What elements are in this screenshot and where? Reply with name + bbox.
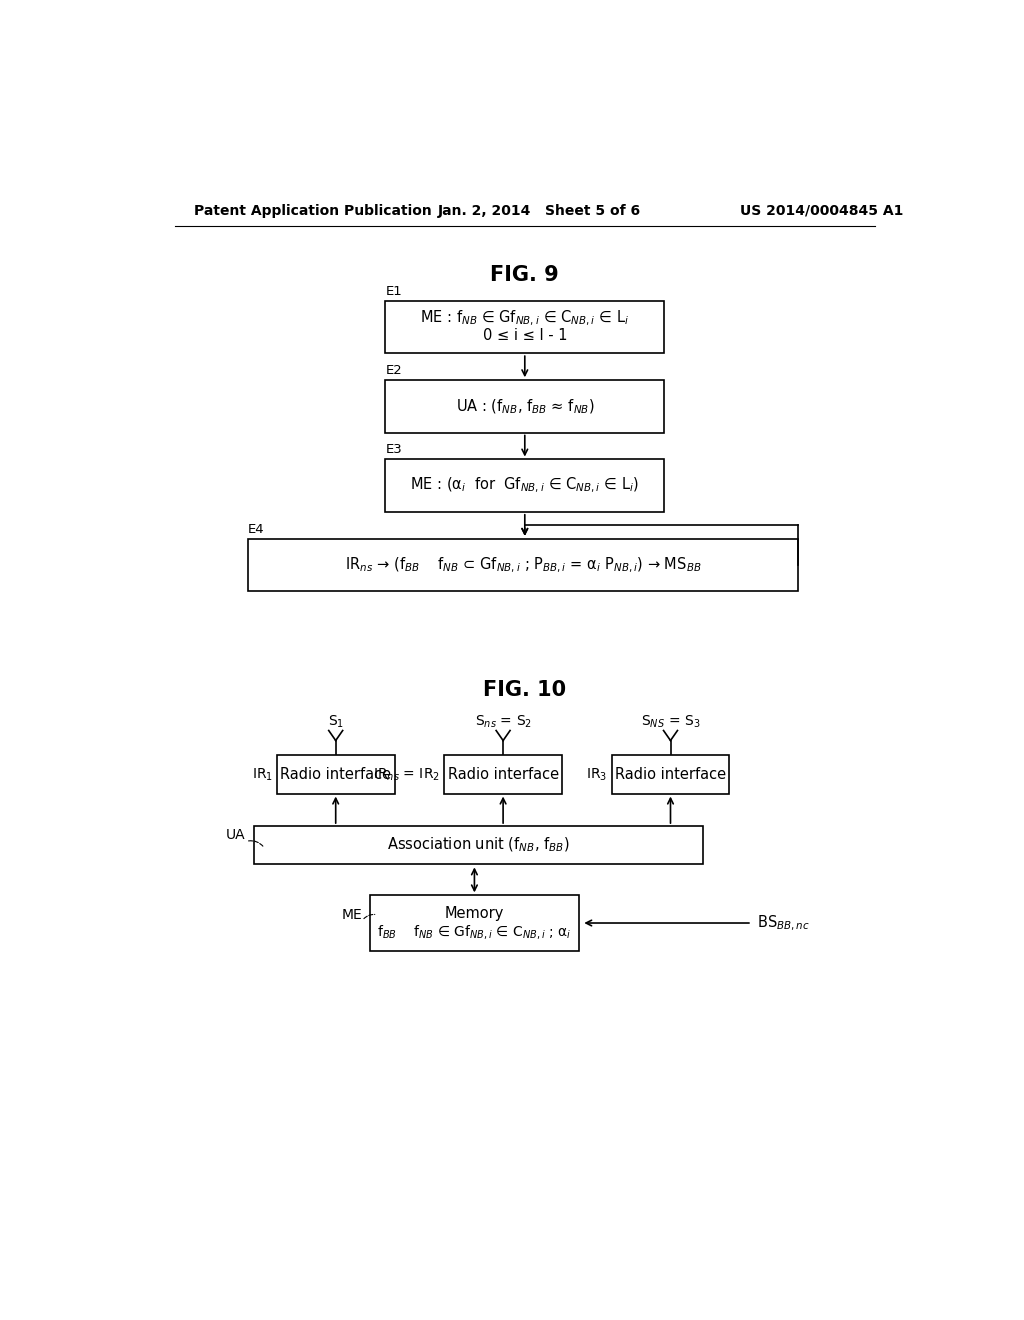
Text: Patent Application Publication: Patent Application Publication: [194, 203, 432, 218]
Bar: [254, 826, 703, 865]
Bar: [370, 895, 579, 950]
Text: BS$_{BB,nc}$: BS$_{BB,nc}$: [758, 913, 810, 933]
Text: E4: E4: [248, 523, 265, 536]
Text: US 2014/0004845 A1: US 2014/0004845 A1: [740, 203, 903, 218]
Bar: [385, 380, 665, 433]
Text: FIG. 10: FIG. 10: [483, 680, 566, 700]
Text: ME : f$_{NB}$ ∈ Gf$_{NB,i}$ ∈ C$_{NB,i}$ ∈ L$_{i}$: ME : f$_{NB}$ ∈ Gf$_{NB,i}$ ∈ C$_{NB,i}$…: [420, 309, 630, 327]
Bar: [248, 539, 799, 591]
Bar: [385, 301, 665, 354]
Text: 0 ≤ i ≤ l - 1: 0 ≤ i ≤ l - 1: [482, 329, 567, 343]
Text: Radio interface: Radio interface: [615, 767, 726, 781]
Text: Jan. 2, 2014   Sheet 5 of 6: Jan. 2, 2014 Sheet 5 of 6: [438, 203, 641, 218]
Text: E2: E2: [385, 364, 402, 378]
Text: S$_{NS}$ = S$_3$: S$_{NS}$ = S$_3$: [641, 713, 700, 730]
Text: IR$_1$: IR$_1$: [252, 766, 273, 783]
Text: E3: E3: [385, 444, 402, 457]
Text: IR$_{ns}$ → (f$_{BB}$    f$_{NB}$ ⊂ Gf$_{NB,i}$ ; P$_{BB,i}$ = α$_{i}$ P$_{NB,i}: IR$_{ns}$ → (f$_{BB}$ f$_{NB}$ ⊂ Gf$_{NB…: [345, 556, 701, 574]
Text: Association unit (f$_{NB}$, f$_{BB}$): Association unit (f$_{NB}$, f$_{BB}$): [387, 836, 569, 854]
Text: ME : (α$_{i}$  for  Gf$_{NB,i}$ ∈ C$_{NB,i}$ ∈ L$_{i}$): ME : (α$_{i}$ for Gf$_{NB,i}$ ∈ C$_{NB,i…: [411, 477, 639, 495]
Text: E1: E1: [385, 285, 402, 298]
Bar: [444, 755, 562, 793]
Bar: [611, 755, 729, 793]
Bar: [276, 755, 394, 793]
Text: ME: ME: [341, 908, 362, 921]
Text: Memory: Memory: [444, 907, 504, 921]
Text: FIG. 9: FIG. 9: [490, 265, 559, 285]
Text: S$_1$: S$_1$: [328, 713, 344, 730]
Text: Radio interface: Radio interface: [447, 767, 559, 781]
Text: f$_{BB}$    f$_{NB}$ ∈ Gf$_{NB,i}$ ∈ C$_{NB,i}$ ; α$_{i}$: f$_{BB}$ f$_{NB}$ ∈ Gf$_{NB,i}$ ∈ C$_{NB…: [377, 923, 571, 941]
Text: UA : (f$_{NB}$, f$_{BB}$ ≈ f$_{NB}$): UA : (f$_{NB}$, f$_{BB}$ ≈ f$_{NB}$): [456, 397, 594, 416]
Text: Radio interface: Radio interface: [281, 767, 391, 781]
Text: IR$_{ns}$ = IR$_2$: IR$_{ns}$ = IR$_2$: [374, 766, 440, 783]
Text: UA: UA: [226, 828, 246, 842]
Text: IR$_3$: IR$_3$: [587, 766, 607, 783]
Text: S$_{ns}$ = S$_2$: S$_{ns}$ = S$_2$: [474, 713, 531, 730]
Bar: [385, 459, 665, 512]
